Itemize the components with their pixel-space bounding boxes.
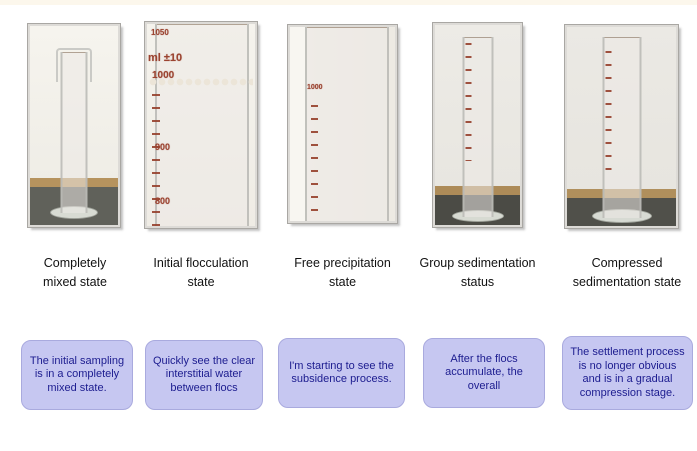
caption-line: state (328, 275, 357, 289)
graduation-label: 1000 (307, 84, 323, 91)
description-box-free-precipitation: I'm starting to see the subsidence proce… (278, 338, 405, 408)
description-box-group-sedimentation: After the flocs accumulate, the overall (423, 338, 545, 408)
graduation-ticks (152, 94, 160, 226)
graduation-ticks (605, 51, 611, 181)
description-text: I'm starting to see the subsidence proce… (289, 359, 394, 386)
graduated-cylinder (462, 37, 493, 217)
caption-line: Initial flocculation (153, 256, 249, 270)
caption-compressed-sedimentation: Compressed sedimentation state (549, 254, 697, 292)
mixed-suspension-liquid (62, 52, 86, 53)
graduation-ticks (465, 43, 471, 161)
photo-group-sedimentation (433, 23, 522, 227)
caption-line: Completely (43, 256, 107, 270)
description-text: After the flocs accumulate, the overall (445, 352, 523, 392)
caption-line: Free precipitation (294, 256, 391, 270)
description-box-initial-flocculation: Quickly see the clear interstitial water… (145, 340, 263, 410)
graduation-label: 800 (155, 196, 171, 206)
graduation-ticks (311, 105, 318, 213)
graduation-label: 1000 (152, 70, 175, 81)
caption-free-precipitation: Free precipitation state (281, 254, 404, 292)
graduation-label: 900 (155, 142, 171, 152)
graduated-cylinder (602, 37, 641, 218)
settling-liquid (307, 27, 387, 28)
photo-initial-flocculation: 1050 ml ±10 1000 900 800 (145, 22, 257, 228)
photo-completely-mixed (28, 24, 120, 227)
photo-free-precipitation: 1000 (288, 25, 397, 223)
description-text: The initial sampling is in a completely … (29, 354, 125, 394)
caption-line: mixed state (43, 275, 107, 289)
floc-suspension-liquid (157, 24, 247, 25)
caption-line: Group sedimentation (419, 256, 536, 270)
caption-line: Compressed (591, 256, 663, 270)
caption-group-sedimentation: Group sedimentation status (407, 254, 548, 292)
graduation-label: 1050 (151, 28, 169, 37)
graduated-cylinder (155, 24, 249, 226)
caption-line: sedimentation state (572, 275, 682, 289)
graduation-label: ml ±10 (148, 52, 183, 64)
graduated-cylinder (305, 27, 389, 221)
photo-compressed-sedimentation (565, 25, 678, 228)
supernatant-over-sediment (464, 37, 491, 38)
caption-line: state (187, 275, 215, 289)
description-box-completely-mixed: The initial sampling is in a completely … (21, 340, 133, 410)
surface-foam-bubbles (149, 78, 253, 87)
caption-initial-flocculation: Initial flocculation state (139, 254, 263, 292)
top-accent-strip (0, 0, 697, 5)
description-text: The settlement process is no longer obvi… (570, 346, 685, 399)
compressed-sediment-layer (604, 37, 639, 38)
caption-completely-mixed: Completely mixed state (20, 254, 130, 292)
description-text: Quickly see the clear interstitial water… (152, 354, 256, 394)
description-box-compressed-sedimentation: The settlement process is no longer obvi… (562, 336, 693, 410)
caption-line: status (460, 275, 495, 289)
graduated-cylinder (60, 52, 88, 213)
